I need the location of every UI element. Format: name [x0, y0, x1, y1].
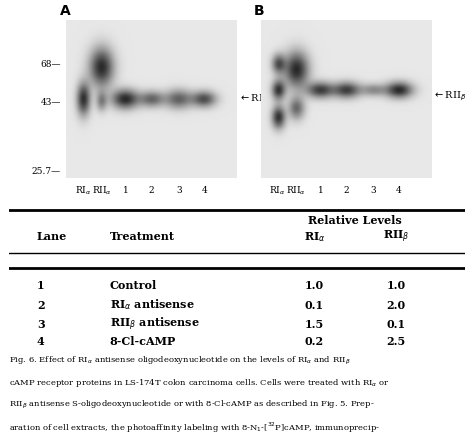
- Text: 2.5: 2.5: [387, 336, 406, 347]
- Text: 1: 1: [37, 280, 45, 291]
- Text: Relative Levels: Relative Levels: [309, 215, 402, 226]
- Text: RII$_\beta$ antisense S-oligodeoxynucleotide or with 8-Cl-cAMP as described in F: RII$_\beta$ antisense S-oligodeoxynucleo…: [9, 399, 375, 411]
- Text: 3: 3: [37, 319, 45, 330]
- Text: Treatment: Treatment: [109, 231, 174, 242]
- Text: cAMP receptor proteins in LS-174T colon carcinoma cells. Cells were treated with: cAMP receptor proteins in LS-174T colon …: [9, 377, 390, 389]
- Text: A: A: [60, 4, 70, 18]
- Text: 1.5: 1.5: [305, 319, 324, 330]
- Text: 0.2: 0.2: [305, 336, 324, 347]
- Text: 1.0: 1.0: [305, 280, 324, 291]
- Text: 8-Cl-cAMP: 8-Cl-cAMP: [109, 336, 176, 347]
- Text: $\leftarrow$RII$_\beta$: $\leftarrow$RII$_\beta$: [433, 89, 466, 103]
- Text: Control: Control: [109, 280, 157, 291]
- Text: 2: 2: [149, 186, 155, 195]
- Text: RI$_\alpha$: RI$_\alpha$: [270, 184, 286, 197]
- Text: B: B: [254, 4, 264, 18]
- Text: RI$_\alpha$: RI$_\alpha$: [303, 230, 325, 244]
- Text: 1: 1: [123, 186, 129, 195]
- Text: 25.7—: 25.7—: [32, 167, 61, 176]
- Text: 1.0: 1.0: [387, 280, 406, 291]
- Text: RII$_\alpha$: RII$_\alpha$: [92, 184, 112, 197]
- Text: RI$_\alpha$: RI$_\alpha$: [75, 184, 91, 197]
- Text: aration of cell extracts, the photoaffinity labeling with 8-N$_1$-[$^{32}$P]cAMP: aration of cell extracts, the photoaffin…: [9, 421, 381, 435]
- Text: Fig. 6. Effect of RI$_\alpha$ antisense oligodeoxynucleotide on the levels of RI: Fig. 6. Effect of RI$_\alpha$ antisense …: [9, 355, 351, 367]
- Text: 4: 4: [396, 186, 402, 195]
- Text: 3: 3: [371, 186, 376, 195]
- Text: 2: 2: [343, 186, 349, 195]
- Text: 2: 2: [37, 300, 45, 311]
- Text: 3: 3: [176, 186, 182, 195]
- Text: RII$_\alpha$: RII$_\alpha$: [286, 184, 307, 197]
- Text: RII$_\beta$ antisense: RII$_\beta$ antisense: [109, 315, 200, 333]
- Text: RI$_\alpha$ antisense: RI$_\alpha$ antisense: [109, 297, 194, 312]
- Text: 68—: 68—: [40, 60, 61, 69]
- Text: Lane: Lane: [37, 231, 67, 242]
- Text: $\leftarrow$RI$_\alpha$: $\leftarrow$RI$_\alpha$: [239, 92, 268, 106]
- Text: 4: 4: [37, 336, 45, 347]
- Text: 2.0: 2.0: [387, 300, 406, 311]
- Text: 1: 1: [318, 186, 323, 195]
- Text: 0.1: 0.1: [387, 319, 406, 330]
- Text: 0.1: 0.1: [305, 300, 324, 311]
- Text: 43—: 43—: [40, 98, 61, 106]
- Text: RII$_\beta$: RII$_\beta$: [383, 229, 410, 245]
- Text: 4: 4: [202, 186, 208, 195]
